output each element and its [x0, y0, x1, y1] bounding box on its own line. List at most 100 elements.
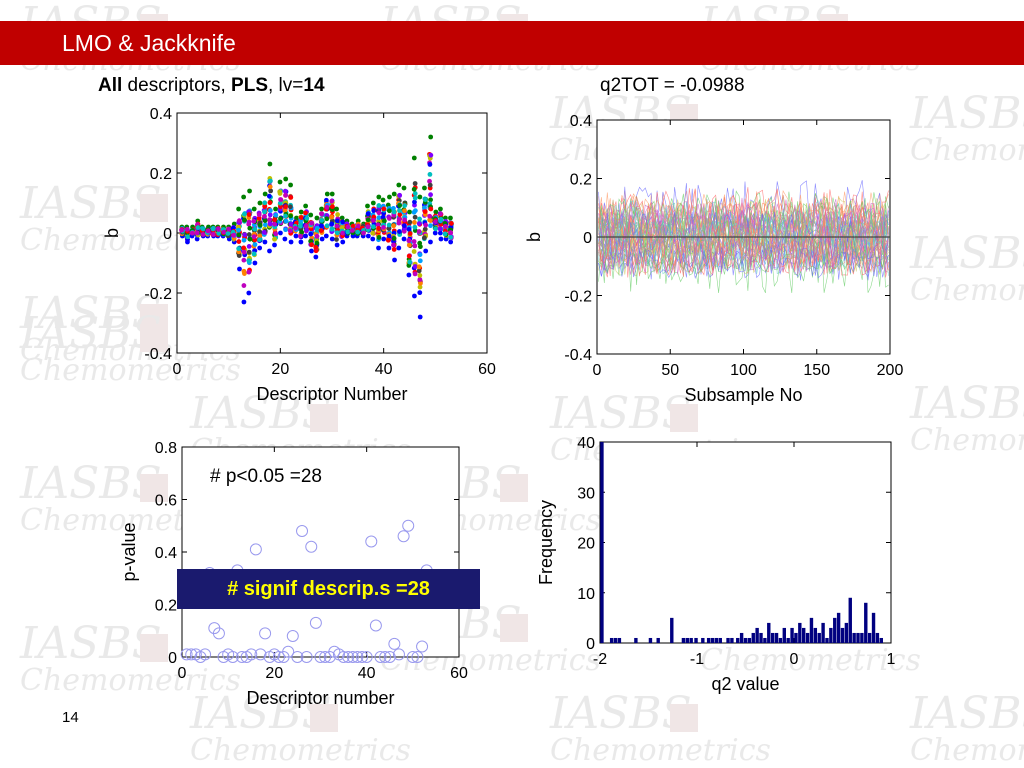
- coefficient-point: [241, 299, 247, 305]
- coefficient-point: [266, 193, 272, 199]
- subsample-y-tick-label: -0.2: [564, 289, 592, 306]
- coefficient-point: [288, 239, 294, 245]
- histogram-x-tick-label: 1: [887, 651, 896, 668]
- coefficient-point: [396, 182, 402, 188]
- coefficient-point: [443, 215, 448, 221]
- pvalue-y-tick-label: 0: [168, 650, 177, 667]
- coefficient-point: [324, 191, 330, 197]
- coefficient-point: [433, 209, 439, 215]
- coefficient-point: [391, 223, 397, 229]
- coefficient-point: [298, 209, 304, 215]
- histogram-bar: [747, 637, 752, 643]
- pvalue-point: [245, 648, 258, 661]
- coefficient-point: [412, 264, 418, 269]
- coefficient-point: [309, 220, 315, 226]
- coefficient-point: [241, 245, 247, 251]
- histogram-bar: [759, 632, 763, 643]
- coefficient-point: [246, 232, 252, 237]
- pvalue-point: [356, 651, 369, 663]
- watermark-logo-mark: [140, 324, 168, 352]
- coef-x-tick-label: 40: [375, 361, 393, 378]
- coefficient-point: [252, 260, 258, 266]
- watermark-text: Chemometrics: [910, 423, 1024, 458]
- coefficient-point: [365, 224, 371, 230]
- coefficient-point: [412, 199, 417, 205]
- title-part-descriptors: descriptors,: [122, 75, 232, 96]
- coefficient-point: [262, 191, 268, 197]
- coefficient-point: [386, 245, 392, 251]
- coefficient-point: [428, 206, 434, 212]
- coefficient-point: [412, 271, 418, 277]
- coefficient-point: [298, 239, 304, 245]
- watermark-text: IASBS: [549, 688, 692, 739]
- coefficient-point: [438, 236, 444, 242]
- pvalue-point: [346, 651, 359, 663]
- pvalue-point: [342, 651, 355, 663]
- coefficient-point: [262, 204, 268, 209]
- coefficient-point: [381, 236, 387, 242]
- histogram-y-tick-label: 10: [577, 586, 595, 603]
- coefficient-point: [231, 232, 236, 238]
- coefficient-point: [345, 229, 351, 235]
- pvalue-point: [309, 616, 322, 629]
- pvalue-point: [369, 619, 382, 632]
- coefficient-point: [418, 280, 423, 286]
- coefficient-point: [376, 203, 382, 208]
- coef-x-tick-label: 60: [478, 361, 496, 378]
- coefficient-point: [443, 236, 449, 242]
- coefficient-point: [355, 223, 361, 229]
- coefficient-point: [406, 226, 412, 232]
- coefficient-point: [221, 229, 227, 235]
- coefficient-point: [422, 205, 427, 211]
- coefficient-point: [272, 236, 277, 242]
- histogram-bar: [856, 632, 860, 643]
- pvalue-point: [185, 648, 198, 661]
- coefficient-point: [387, 208, 392, 214]
- coefficient-point: [422, 226, 428, 232]
- pvalue-point: [254, 648, 267, 661]
- coefficient-point: [262, 218, 268, 223]
- coefficient-point: [391, 206, 396, 211]
- coefficient-point: [319, 211, 324, 217]
- watermark-text: IASBS: [909, 378, 1024, 429]
- pvalue-y-axis-label: p-value: [119, 522, 139, 581]
- coefficient-point: [437, 230, 443, 236]
- pvalue-x-axis-label: Descriptor number: [246, 688, 394, 708]
- coefficient-point: [277, 179, 283, 185]
- coefficient-point: [241, 283, 247, 288]
- coefficient-point: [416, 268, 422, 274]
- histogram-y-tick-label: 30: [577, 485, 595, 502]
- coefficient-point: [411, 209, 417, 215]
- coefficient-point: [376, 235, 382, 240]
- coefficient-point: [288, 195, 294, 200]
- coefficient-point: [314, 240, 320, 246]
- coefficient-point: [257, 245, 263, 251]
- coefficient-point: [308, 231, 314, 237]
- coefficient-point: [262, 209, 267, 215]
- coefficient-point: [376, 194, 382, 200]
- coefficient-point: [376, 245, 381, 251]
- pvalue-point: [406, 651, 419, 663]
- coefficient-point: [412, 293, 417, 299]
- coefficient-point: [319, 206, 324, 212]
- pvalue-point: [259, 627, 272, 640]
- coefficient-point: [287, 204, 293, 210]
- coefficient-point: [365, 233, 371, 239]
- watermark-text: Chemometrics: [550, 733, 771, 768]
- coefficient-point: [402, 203, 408, 208]
- watermark-text: IASBS: [19, 458, 162, 509]
- pvalue-point: [226, 651, 239, 663]
- coefficient-point: [433, 219, 439, 225]
- coefficient-point: [391, 247, 397, 252]
- coefficient-point: [397, 193, 402, 198]
- coefficient-point: [225, 231, 231, 236]
- coefficient-point: [422, 197, 428, 202]
- coefficient-point: [387, 194, 392, 200]
- coefficient-point: [417, 216, 422, 222]
- coefficient-point: [412, 224, 418, 230]
- coefficient-point: [318, 228, 324, 234]
- coefficient-point: [417, 194, 423, 200]
- histogram-bar: [879, 637, 883, 643]
- coefficient-point: [381, 224, 386, 230]
- coefficient-point: [200, 232, 206, 237]
